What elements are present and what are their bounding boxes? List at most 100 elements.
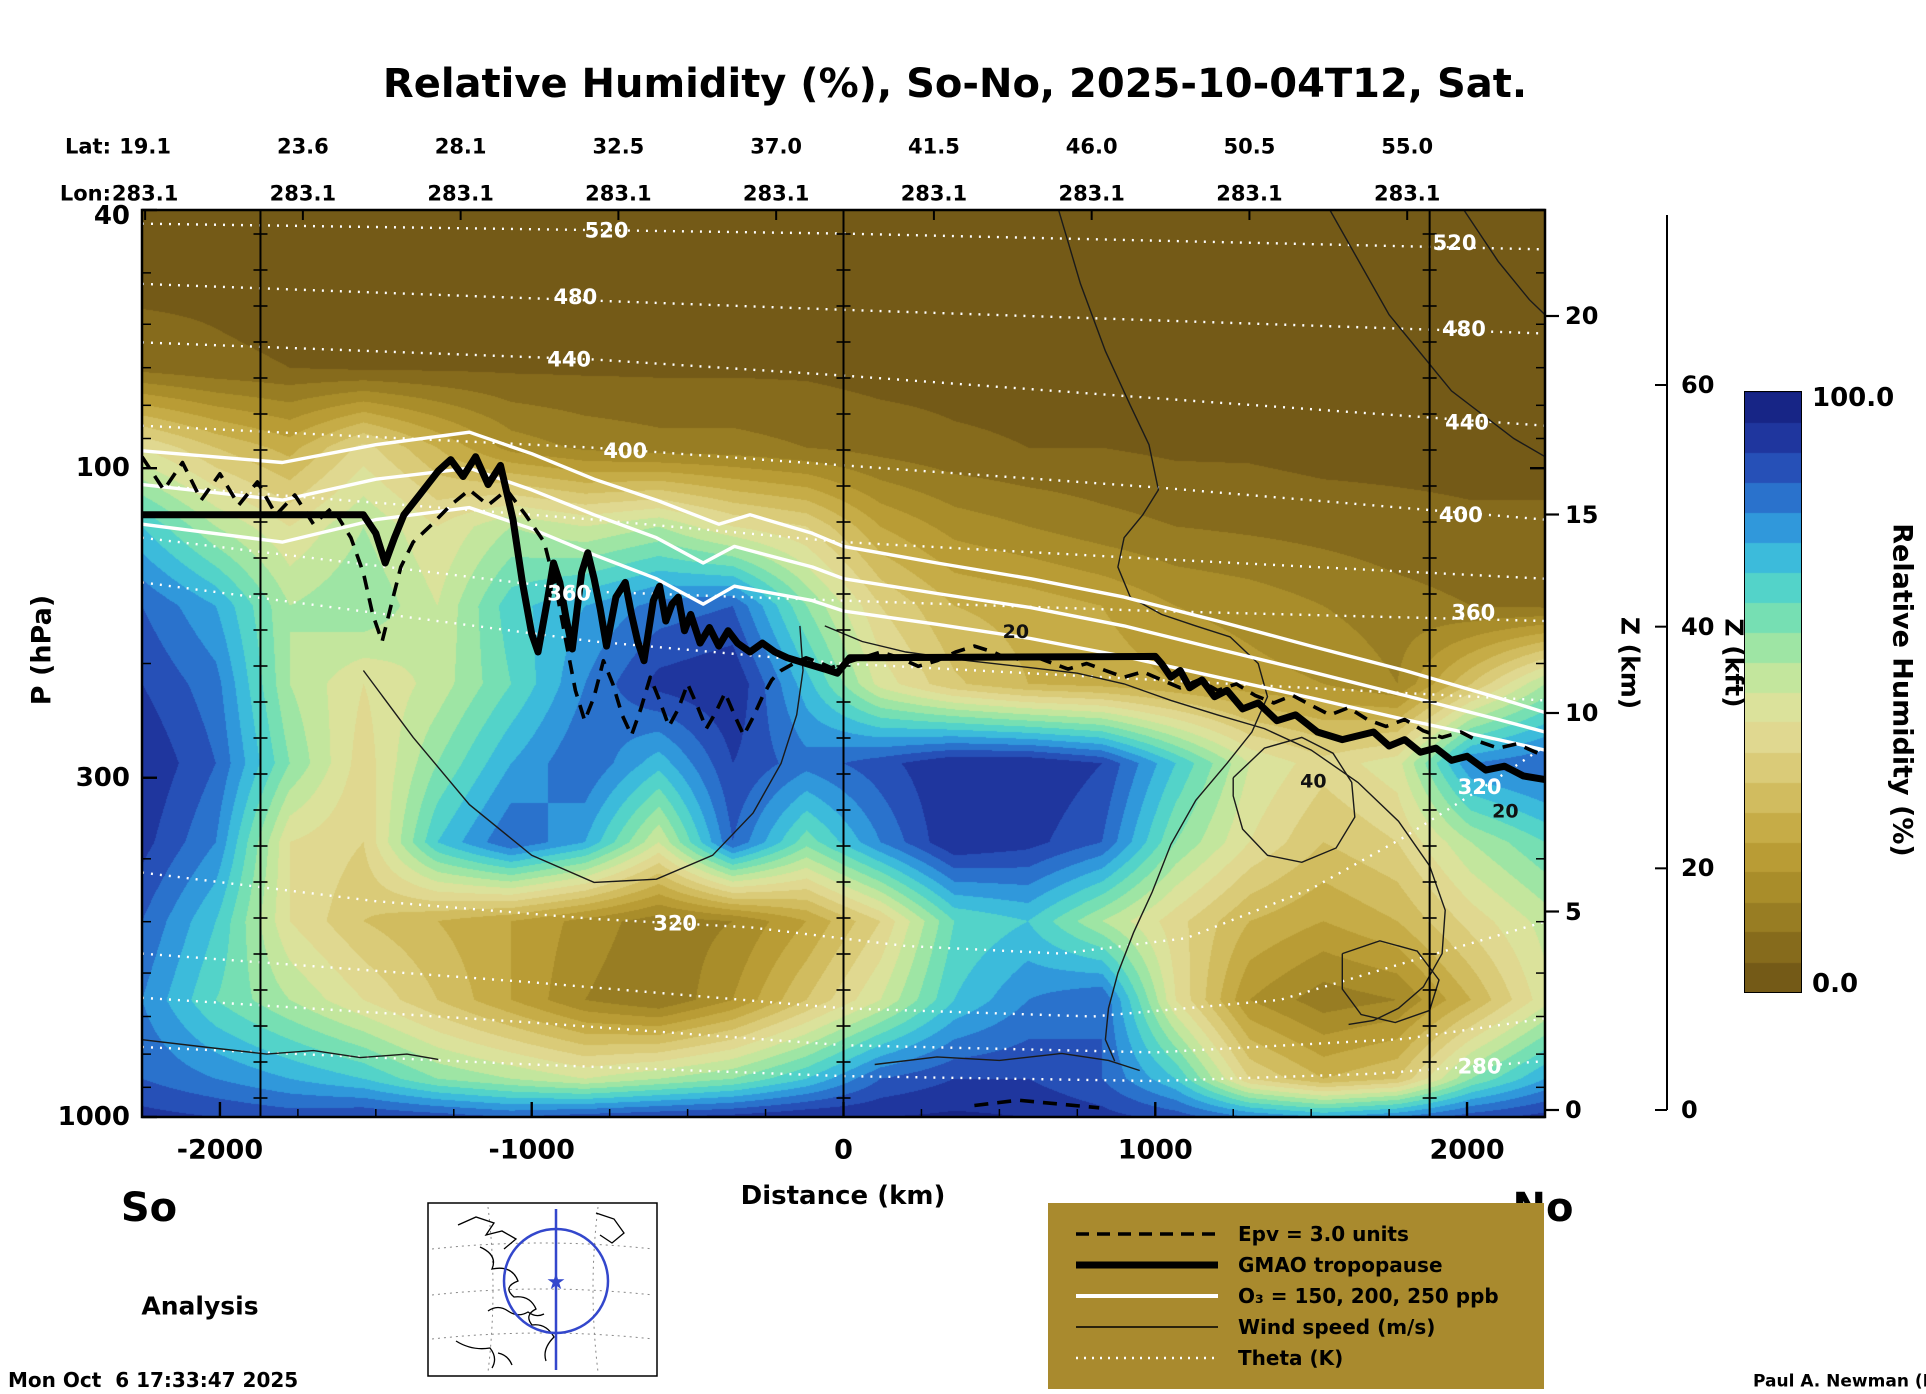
colorbar-max-label: 100.0 [1812,383,1895,413]
theta-label-480: 480 [1442,317,1486,341]
z-km-tick-label: 15 [1565,500,1599,529]
legend-item-2: GMAO tropopause [1072,1253,1544,1277]
map-graticule-line [431,1288,654,1296]
timestamp: Mon Oct 6 17:33:47 2025 [8,1368,299,1392]
lat-value: 28.1 [434,134,487,159]
inset-map: ★ [427,1202,658,1377]
theta-label-440: 440 [1445,410,1489,434]
theta-label-280: 280 [1458,1055,1502,1079]
z-km-axis-title: Z (km) [1615,616,1645,710]
x-tick-label: 0 [834,1134,853,1166]
p-tick-label: 40 [93,201,130,231]
legend-line-sample [1076,1356,1218,1360]
legend-line-sample [1076,1232,1218,1236]
legend-label: O₃ = 150, 200, 250 ppb [1238,1284,1499,1308]
contour-overlay: 520 520 480 480 440 440 400 400 360 360 320 320 280 2… [142,210,1545,1117]
legend-label: Epv = 3.0 units [1238,1222,1409,1246]
map-graticule-line [431,1332,654,1340]
lon-value: 283.1 [1216,181,1283,206]
theta-label-400: 400 [603,439,647,463]
map-coastline [457,1216,518,1250]
z-kft-axis-title: Z (kft) [1719,618,1749,708]
legend-label: Wind speed (m/s) [1238,1315,1436,1339]
wind-speed-contour-7 [1341,940,1440,1024]
endpoint-label-south: So [120,1185,178,1231]
map-graticule-line [431,1242,654,1250]
map-range-circle [502,1227,610,1335]
z-km-tick-label: 0 [1565,1096,1582,1124]
map-graticule-line [592,1206,599,1373]
lon-value: 283.1 [269,181,337,206]
x-tick-label: -1000 [488,1134,575,1166]
map-graticule-line [487,1206,494,1373]
z-kft-tick-label: 20 [1681,854,1715,883]
legend-line-sample [1076,1326,1218,1328]
map-coastline [595,1212,625,1244]
theta-label-520: 520 [585,218,629,242]
z-km-tick-label: 5 [1565,897,1582,926]
legend-item-1: Epv = 3.0 units [1072,1222,1544,1246]
lat-value: 19.1 [119,134,172,159]
colorbar-canvas [1745,392,1801,992]
wind-speed-contour-6 [1232,736,1356,864]
lat-value: 46.0 [1065,134,1118,159]
lat-value: 32.5 [592,134,645,159]
legend-item-3: O₃ = 150, 200, 250 ppb [1072,1284,1544,1308]
legend-item-4: Wind speed (m/s) [1072,1315,1544,1339]
colorbar-min-label: 0.0 [1812,969,1859,999]
p-tick-label: 300 [75,762,130,793]
wind-speed-contour-8 [142,1039,439,1061]
z-km-tick-label: 10 [1565,699,1599,727]
x-tick-label: 1000 [1117,1134,1193,1166]
analysis-label: Analysis [141,1291,259,1321]
lon-value: 283.1 [1058,181,1125,206]
theta-label-360: 360 [547,581,591,605]
theta-label-520: 520 [1433,231,1477,255]
inset-map-frame [427,1202,658,1377]
lat-value: 50.5 [1223,134,1276,159]
wind-speed-label: 20 [1003,621,1029,643]
x-tick-label: -2000 [176,1134,264,1166]
theta-label-400: 400 [1439,503,1483,527]
credit-label: Paul A. Newman (NASA [1753,1371,1926,1392]
lat-value: 55.0 [1381,134,1434,159]
p-tick-label: 100 [75,453,130,484]
theta-label-480: 480 [553,285,597,309]
theta-label-360: 360 [1451,601,1495,625]
wind-speed-contour-5 [824,625,1446,1026]
lon-value: 283.1 [742,181,810,206]
theta-label-320: 320 [653,911,697,935]
z-kft-tick-label: 0 [1681,1096,1698,1124]
legend-line-sample [1076,1294,1218,1298]
lon-value: 283.1 [427,181,494,206]
z-kft-tick-label: 60 [1681,371,1715,399]
lon-value: 283.1 [900,181,968,206]
legend-box: Epv = 3.0 units GMAO tropopause O₃ = 150, … [1048,1203,1544,1389]
legend-label: Theta (K) [1238,1346,1344,1370]
map-coastline [487,1306,545,1317]
p-tick-label: 1000 [57,1102,130,1132]
wind-speed-label: 40 [1300,770,1326,792]
wind-speed-contour-3 [1463,210,1545,316]
x-tick-label: 2000 [1429,1134,1505,1166]
chart-title: Relative Humidity (%), So-No, 2025-10-04… [382,61,1528,107]
lat-row-label: Lat: [65,134,111,159]
z-km-tick-label: 20 [1565,302,1599,330]
pressure-axis-title: P (hPa) [26,594,58,706]
epv-contour-2 [974,1098,1100,1110]
lat-value: 23.6 [276,134,329,159]
wind-speed-contour-4 [362,625,804,884]
lon-row-label: Lon: [59,181,111,206]
lon-value: 283.1 [1373,181,1441,206]
legend-label: GMAO tropopause [1238,1253,1443,1277]
legend-line-sample [1076,1261,1218,1269]
lat-value: 37.0 [750,134,803,159]
map-center-star-icon: ★ [546,1270,566,1295]
map-coastline [479,1246,555,1362]
lat-value: 41.5 [907,134,960,159]
z-kft-tick-label: 40 [1681,612,1715,641]
map-coastline [455,1340,513,1369]
lon-value: 283.1 [111,181,179,206]
theta-label-440: 440 [547,348,591,372]
